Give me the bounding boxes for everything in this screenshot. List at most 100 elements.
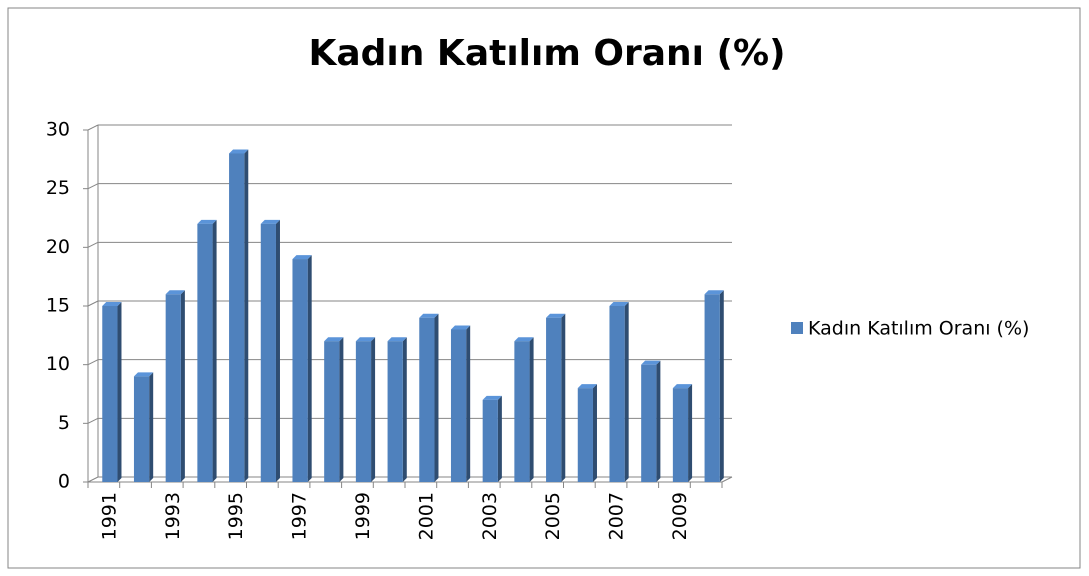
- bar-side: [656, 360, 661, 482]
- bar-front: [260, 223, 276, 482]
- bar-side: [307, 255, 312, 482]
- bar-side: [688, 384, 693, 482]
- bar-top: [482, 395, 502, 400]
- bar: [641, 360, 661, 482]
- y-tick-label: 10: [46, 353, 70, 375]
- bar-front: [229, 153, 245, 482]
- bar-front: [609, 306, 625, 482]
- bar-front: [577, 388, 593, 482]
- legend-swatch: [791, 322, 803, 334]
- bar-side: [402, 337, 407, 482]
- bar-side: [497, 395, 502, 482]
- bar-front: [102, 306, 118, 482]
- y-tick-label: 20: [46, 236, 70, 258]
- bar-front: [704, 294, 720, 482]
- x-tick-label: 1993: [162, 492, 184, 540]
- x-tick-label: 1991: [98, 492, 120, 540]
- bar-top: [450, 325, 471, 330]
- bar: [546, 313, 566, 482]
- grid-depth: [87, 124, 99, 131]
- bar-side: [339, 337, 344, 482]
- chart-border: [7, 7, 1081, 569]
- bar-front: [482, 399, 498, 482]
- x-tick-label: 2005: [542, 492, 564, 540]
- grid-depth: [87, 183, 99, 190]
- bar: [387, 337, 407, 482]
- bar-top: [577, 384, 597, 389]
- legend-label: Kadın Katılım Oranı (%): [808, 318, 1029, 340]
- grid-depth: [87, 300, 99, 307]
- bar: [672, 384, 693, 482]
- bar-side: [180, 290, 185, 482]
- y-tick-label: 30: [46, 119, 70, 141]
- bar-top: [102, 302, 122, 306]
- bar: [292, 255, 312, 482]
- bar: [450, 325, 471, 482]
- bar: [324, 337, 344, 482]
- bar-front: [387, 341, 403, 482]
- bar-top: [165, 290, 185, 295]
- grid-depth: [87, 359, 99, 366]
- x-tick-label: 2009: [669, 492, 691, 540]
- bar-top: [609, 302, 629, 306]
- bar: [355, 337, 376, 482]
- bar-top: [292, 255, 312, 260]
- bar-top: [197, 219, 217, 224]
- bar-side: [624, 302, 629, 482]
- bar: [514, 337, 534, 482]
- bar-top: [260, 219, 280, 224]
- bar-side: [275, 219, 280, 482]
- bar-top: [514, 337, 534, 342]
- bar-side: [434, 313, 439, 482]
- bar: [229, 149, 249, 482]
- grid-depth: [87, 417, 99, 424]
- bar: [577, 384, 597, 482]
- bar-top: [672, 384, 693, 389]
- bar-front: [672, 388, 689, 482]
- bar-side: [466, 325, 471, 482]
- bar-side: [561, 313, 566, 482]
- bar-front: [546, 317, 562, 482]
- bar: [165, 290, 185, 482]
- bar-side: [117, 302, 122, 482]
- bar: [609, 302, 629, 482]
- bar-side: [212, 219, 217, 482]
- x-tick-label: 1995: [225, 492, 247, 540]
- y-tick-label: 15: [46, 295, 70, 317]
- bar-side: [371, 337, 376, 482]
- x-tick-label: 1997: [289, 492, 311, 540]
- y-tick-label: 0: [58, 471, 70, 493]
- bar: [102, 302, 122, 482]
- x-tick-label: 2007: [606, 492, 628, 540]
- bar-side: [529, 337, 534, 482]
- bar: [197, 219, 217, 482]
- bar: [704, 290, 724, 482]
- chart-title: Kadın Katılım Oranı (%): [308, 33, 785, 74]
- bar-top: [229, 149, 249, 154]
- bar-side: [149, 372, 154, 482]
- x-axis-depth: [721, 476, 733, 483]
- y-tick-label: 5: [58, 412, 70, 434]
- bar: [260, 219, 280, 482]
- bar-front: [450, 329, 467, 482]
- bar-top: [546, 313, 566, 318]
- bar-front: [419, 317, 435, 482]
- bar-top: [133, 372, 154, 377]
- bar-top: [387, 337, 407, 342]
- bar-side: [719, 290, 724, 482]
- bar-front: [514, 341, 530, 482]
- bar-front: [641, 364, 657, 482]
- bar-top: [419, 313, 439, 318]
- bar: [419, 313, 439, 482]
- bar-side: [244, 149, 249, 482]
- bar: [482, 395, 502, 482]
- x-tick-label: 2001: [415, 492, 437, 540]
- bar-front: [292, 259, 308, 482]
- bar: [133, 372, 154, 482]
- x-tick-label: 1999: [352, 492, 374, 540]
- y-tick-label: 25: [46, 177, 70, 199]
- bar-top: [641, 360, 661, 365]
- bar-top: [704, 290, 724, 295]
- grid-depth: [87, 476, 99, 483]
